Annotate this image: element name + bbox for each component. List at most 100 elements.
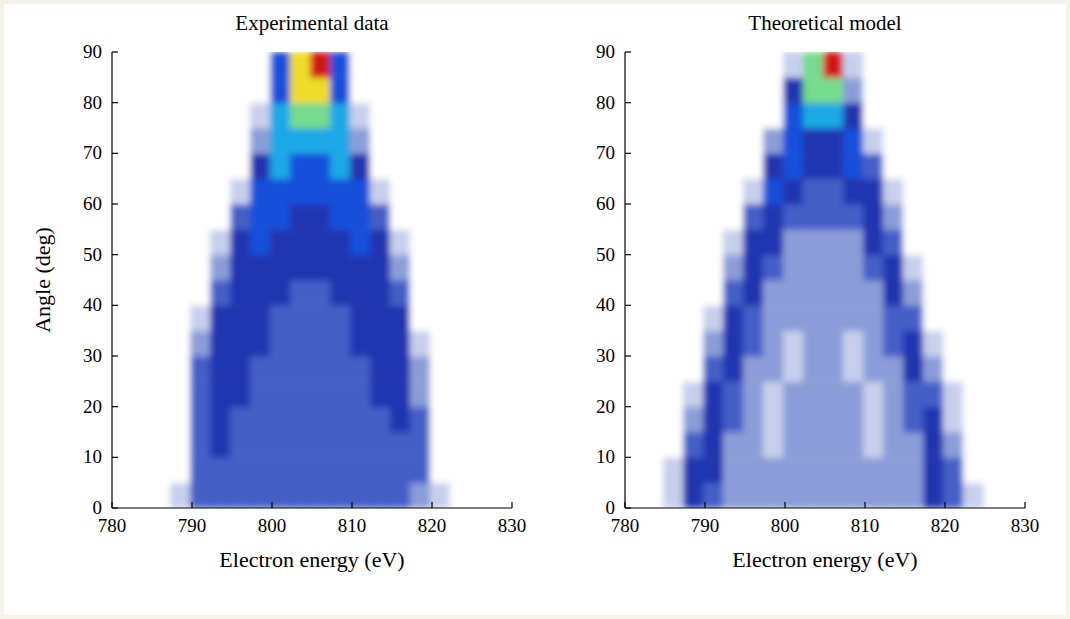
cell bbox=[390, 356, 411, 382]
cell bbox=[330, 331, 351, 357]
cell bbox=[290, 229, 311, 255]
cell bbox=[883, 457, 904, 483]
cell bbox=[330, 204, 351, 230]
cell bbox=[330, 483, 351, 508]
cell bbox=[823, 204, 844, 230]
cell bbox=[803, 179, 824, 205]
cell bbox=[763, 52, 784, 78]
cell bbox=[150, 305, 171, 331]
cell bbox=[330, 103, 351, 129]
cell bbox=[783, 457, 804, 483]
cell bbox=[863, 204, 884, 230]
cell bbox=[170, 407, 191, 433]
cell bbox=[170, 280, 191, 306]
y-tick bbox=[112, 203, 118, 204]
cell bbox=[723, 153, 744, 179]
cell bbox=[823, 356, 844, 382]
cell bbox=[310, 255, 331, 281]
cell bbox=[250, 103, 271, 129]
cell bbox=[943, 457, 964, 483]
cell bbox=[450, 407, 471, 433]
cell bbox=[190, 305, 211, 331]
cell bbox=[723, 457, 744, 483]
cell bbox=[430, 179, 451, 205]
cell bbox=[210, 407, 231, 433]
cell bbox=[963, 432, 984, 458]
cell bbox=[803, 483, 824, 508]
cell bbox=[410, 457, 431, 483]
cell bbox=[723, 280, 744, 306]
cell bbox=[763, 483, 784, 508]
cell bbox=[883, 77, 904, 103]
cell bbox=[430, 356, 451, 382]
y-tick bbox=[112, 102, 118, 103]
cell bbox=[723, 331, 744, 357]
plot-area bbox=[663, 52, 984, 508]
cell bbox=[410, 331, 431, 357]
cell bbox=[390, 255, 411, 281]
cell bbox=[150, 179, 171, 205]
cell bbox=[330, 280, 351, 306]
cell bbox=[350, 153, 371, 179]
cell bbox=[230, 407, 251, 433]
cell bbox=[743, 128, 764, 154]
cell bbox=[390, 204, 411, 230]
cell bbox=[150, 432, 171, 458]
cell bbox=[330, 52, 351, 78]
cell bbox=[190, 153, 211, 179]
x-tick-label: 800 bbox=[258, 515, 287, 536]
cell bbox=[290, 331, 311, 357]
cell bbox=[823, 280, 844, 306]
cell bbox=[330, 407, 351, 433]
cell bbox=[270, 407, 291, 433]
cell bbox=[170, 356, 191, 382]
cell bbox=[410, 128, 431, 154]
cell bbox=[210, 179, 231, 205]
cell bbox=[943, 305, 964, 331]
cell bbox=[743, 52, 764, 78]
cell bbox=[450, 280, 471, 306]
cell bbox=[783, 103, 804, 129]
cell bbox=[330, 229, 351, 255]
cell bbox=[943, 179, 964, 205]
cell bbox=[270, 457, 291, 483]
cell bbox=[903, 229, 924, 255]
cell bbox=[370, 381, 391, 407]
cell bbox=[703, 103, 724, 129]
cell bbox=[863, 432, 884, 458]
cell bbox=[210, 331, 231, 357]
y-tick bbox=[625, 51, 631, 52]
x-tick-label: 780 bbox=[98, 515, 127, 536]
cell bbox=[150, 483, 171, 508]
cell bbox=[150, 381, 171, 407]
cell bbox=[883, 153, 904, 179]
cell bbox=[803, 280, 824, 306]
x-tick-label: 790 bbox=[178, 515, 207, 536]
cell bbox=[943, 255, 964, 281]
cell bbox=[350, 179, 371, 205]
cell bbox=[350, 229, 371, 255]
cell bbox=[350, 128, 371, 154]
cell bbox=[863, 331, 884, 357]
cell bbox=[290, 204, 311, 230]
cell bbox=[410, 381, 431, 407]
cell bbox=[843, 128, 864, 154]
cell bbox=[783, 179, 804, 205]
cell bbox=[783, 407, 804, 433]
cell bbox=[230, 153, 251, 179]
cell bbox=[883, 305, 904, 331]
cell bbox=[783, 305, 804, 331]
cell bbox=[330, 77, 351, 103]
cell bbox=[230, 229, 251, 255]
cell bbox=[310, 457, 331, 483]
cell bbox=[663, 280, 684, 306]
cell bbox=[150, 255, 171, 281]
cell bbox=[923, 280, 944, 306]
cell bbox=[170, 103, 191, 129]
cell bbox=[663, 204, 684, 230]
cell bbox=[883, 128, 904, 154]
cell bbox=[250, 457, 271, 483]
cell bbox=[170, 52, 191, 78]
cell bbox=[663, 128, 684, 154]
cell bbox=[430, 457, 451, 483]
